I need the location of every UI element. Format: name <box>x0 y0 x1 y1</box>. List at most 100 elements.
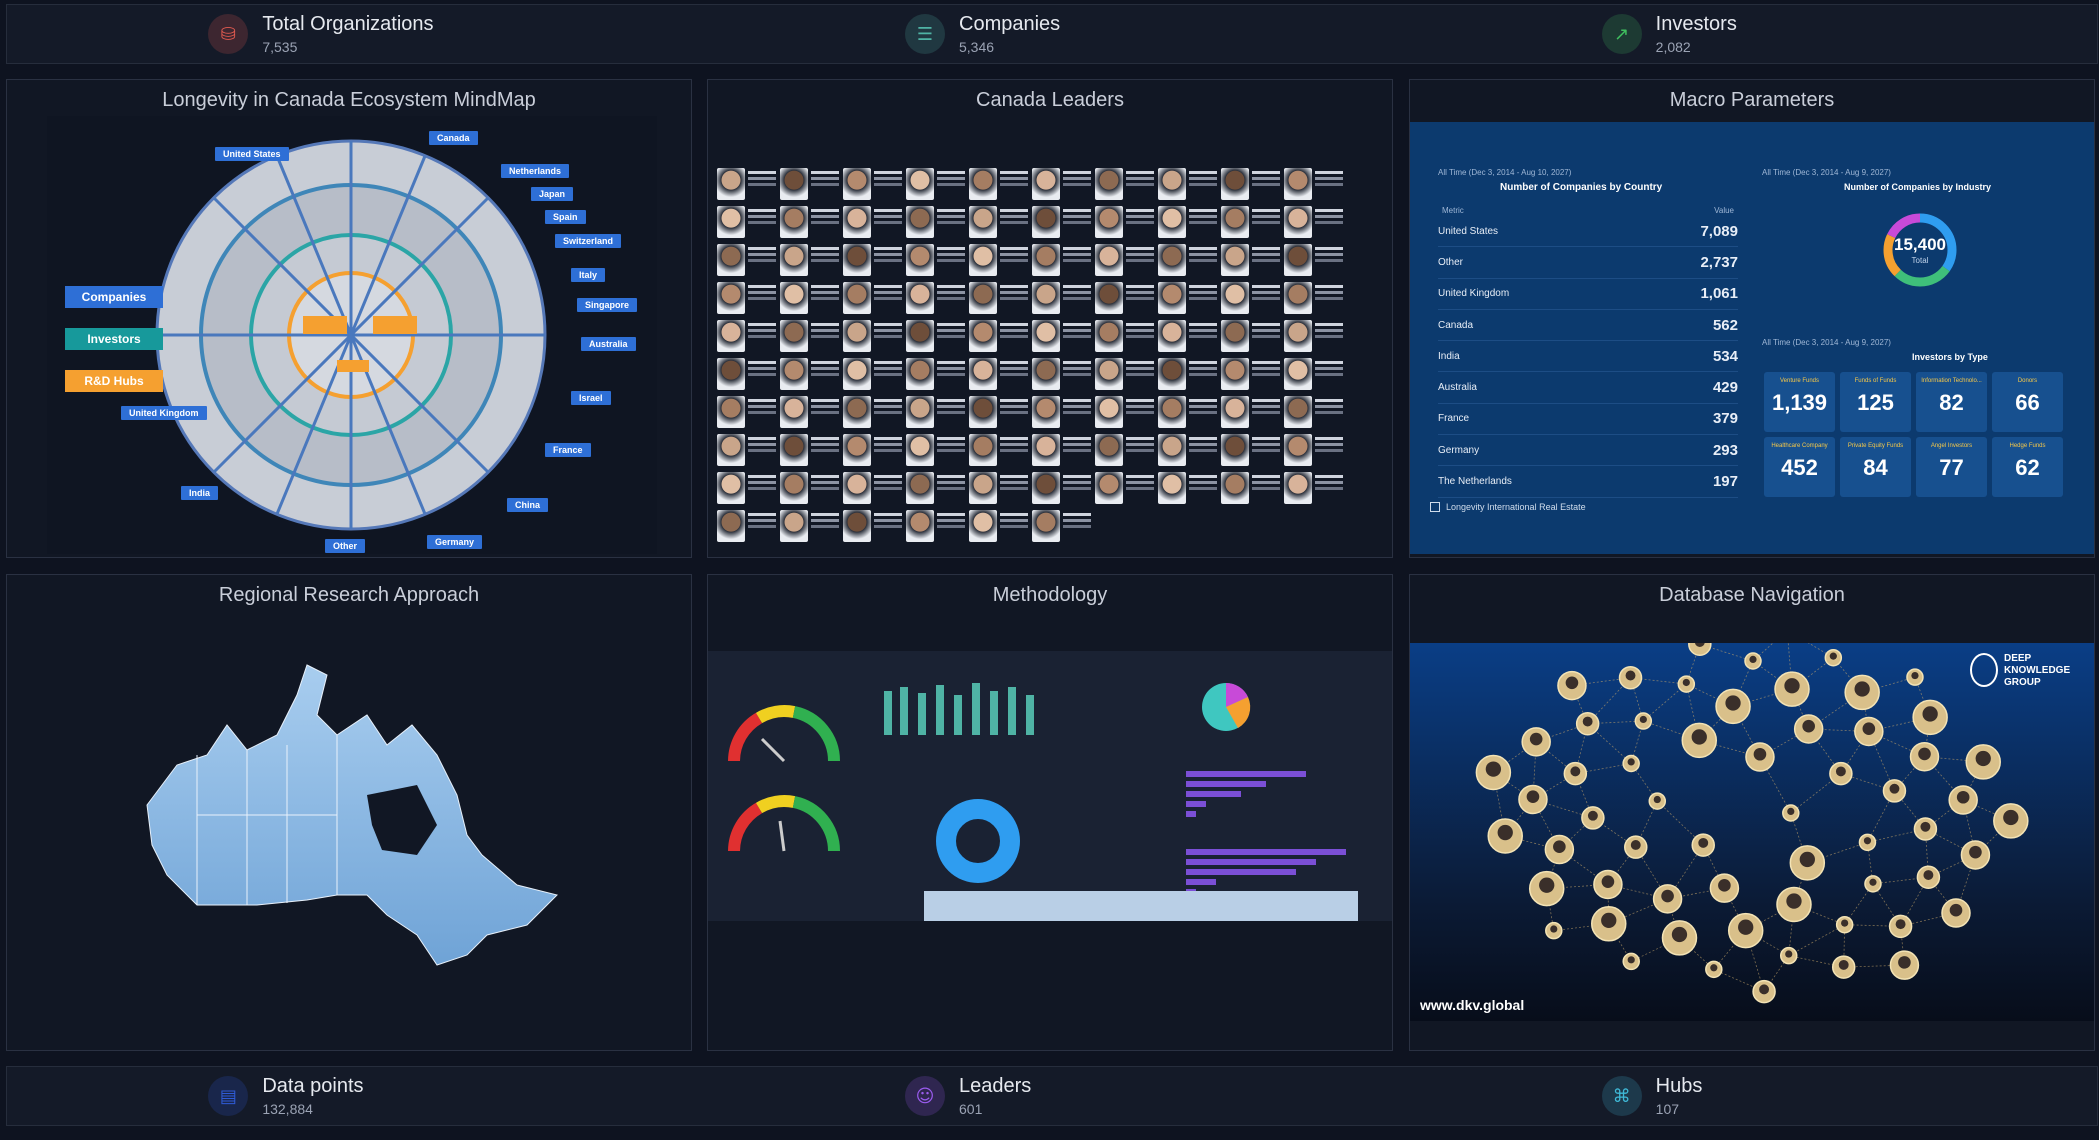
leader-card[interactable] <box>1221 320 1282 354</box>
leader-card[interactable] <box>1095 244 1156 278</box>
leader-card[interactable] <box>1158 472 1219 506</box>
leader-card[interactable] <box>780 168 841 202</box>
leaders-panel[interactable]: Canada Leaders <box>707 79 1393 558</box>
investor-tile[interactable]: Private Equity Funds 84 <box>1840 437 1911 497</box>
macro-panel[interactable]: Macro Parameters All Time (Dec 3, 2014 -… <box>1409 79 2095 558</box>
industry-donut[interactable] <box>1880 210 1960 290</box>
leader-card[interactable] <box>1284 282 1345 316</box>
macro-dashboard[interactable]: All Time (Dec 3, 2014 - Aug 10, 2027) Nu… <box>1410 122 2094 554</box>
leader-card[interactable] <box>1158 320 1219 354</box>
leader-card[interactable] <box>1221 472 1282 506</box>
network-graphic[interactable]: DEEP KNOWLEDGE GROUP www.dkv.global <box>1410 618 2094 1021</box>
leader-card[interactable] <box>843 206 904 240</box>
leader-card[interactable] <box>717 320 778 354</box>
stat-hubs[interactable]: ⌘ Hubs 107 <box>1400 1067 2097 1125</box>
leader-card[interactable] <box>1095 434 1156 468</box>
leader-card[interactable] <box>906 244 967 278</box>
leader-card[interactable] <box>717 396 778 430</box>
mindmap-country-label[interactable]: Switzerland <box>555 234 622 248</box>
leader-card[interactable] <box>969 206 1030 240</box>
leader-card[interactable] <box>1284 396 1345 430</box>
leader-card[interactable] <box>1095 472 1156 506</box>
leader-card[interactable] <box>1095 320 1156 354</box>
leader-card[interactable] <box>1221 358 1282 392</box>
leader-card[interactable] <box>1032 320 1093 354</box>
leader-card[interactable] <box>1032 282 1093 316</box>
leader-card[interactable] <box>1284 472 1345 506</box>
leader-card[interactable] <box>1158 206 1219 240</box>
leader-card[interactable] <box>843 282 904 316</box>
investor-tile[interactable]: Information Technolo... 82 <box>1916 372 1987 432</box>
leader-card[interactable] <box>1032 168 1093 202</box>
leader-card[interactable] <box>1221 434 1282 468</box>
leader-card[interactable] <box>969 434 1030 468</box>
stat-data-points[interactable]: ▤ Data points 132,884 <box>7 1067 704 1125</box>
mindmap-country-label[interactable]: Australia <box>581 337 636 351</box>
leader-card[interactable] <box>717 510 778 544</box>
methodology-dashboard[interactable] <box>708 651 1392 921</box>
investor-tile[interactable]: Venture Funds 1,139 <box>1764 372 1835 432</box>
leader-card[interactable] <box>780 472 841 506</box>
mindmap-country-label[interactable]: Italy <box>571 268 606 282</box>
leader-card[interactable] <box>780 434 841 468</box>
leader-card[interactable] <box>969 320 1030 354</box>
leader-card[interactable] <box>1032 244 1093 278</box>
stat-leaders[interactable]: ☺ Leaders 601 <box>704 1067 1401 1125</box>
canada-map[interactable] <box>137 655 577 995</box>
leader-card[interactable] <box>717 434 778 468</box>
leader-card[interactable] <box>969 358 1030 392</box>
mindmap-category-companies[interactable]: Companies <box>65 286 163 308</box>
investor-tile[interactable]: Donors 66 <box>1992 372 2063 432</box>
mindmap-country-label[interactable]: Germany <box>427 535 483 549</box>
table-row[interactable]: The Netherlands 197 <box>1438 466 1738 498</box>
leader-card[interactable] <box>1221 282 1282 316</box>
leader-card[interactable] <box>843 358 904 392</box>
leader-card[interactable] <box>969 396 1030 430</box>
leader-card[interactable] <box>906 168 967 202</box>
leader-card[interactable] <box>1284 168 1345 202</box>
mindmap-country-label[interactable]: France <box>545 443 591 457</box>
mindmap-country-label[interactable]: Spain <box>545 210 586 224</box>
leader-card[interactable] <box>969 168 1030 202</box>
table-row[interactable]: Canada 562 <box>1438 310 1738 342</box>
regional-panel[interactable]: Regional Research Approach <box>6 574 692 1051</box>
investor-tile[interactable]: Angel Investors 77 <box>1916 437 1987 497</box>
leader-card[interactable] <box>1284 320 1345 354</box>
website-url[interactable]: www.dkv.global <box>1420 997 1525 1013</box>
leader-card[interactable] <box>969 282 1030 316</box>
leader-card[interactable] <box>1284 244 1345 278</box>
table-row[interactable]: United Kingdom 1,061 <box>1438 279 1738 310</box>
mindmap-category-investors[interactable]: Investors <box>65 328 163 350</box>
country-table[interactable]: United States 7,089 Other 2,737 United Kingd… <box>1438 216 1738 498</box>
db-navigation-panel[interactable]: Database Navigation DEEP KNOWLEDGE GROUP… <box>1409 574 2095 1051</box>
leader-card[interactable] <box>1095 206 1156 240</box>
mindmap-category-rd-hubs[interactable]: R&D Hubs <box>65 370 163 392</box>
leader-card[interactable] <box>717 206 778 240</box>
table-row[interactable]: Other 2,737 <box>1438 247 1738 279</box>
leader-card[interactable] <box>780 396 841 430</box>
leader-card[interactable] <box>1032 434 1093 468</box>
investor-tile[interactable]: Hedge Funds 62 <box>1992 437 2063 497</box>
leader-card[interactable] <box>1221 168 1282 202</box>
leader-card[interactable] <box>780 282 841 316</box>
leader-card[interactable] <box>1284 358 1345 392</box>
mindmap-country-label[interactable]: United Kingdom <box>121 406 207 420</box>
leader-card[interactable] <box>969 510 1030 544</box>
methodology-panel[interactable]: Methodology <box>707 574 1393 1051</box>
leader-card[interactable] <box>717 472 778 506</box>
leader-card[interactable] <box>843 472 904 506</box>
mindmap-country-label[interactable]: Canada <box>429 131 478 145</box>
leader-card[interactable] <box>1284 434 1345 468</box>
leader-card[interactable] <box>906 472 967 506</box>
leader-card[interactable] <box>717 244 778 278</box>
mindmap-country-label[interactable]: Other <box>325 539 366 553</box>
leader-card[interactable] <box>1158 434 1219 468</box>
leader-card[interactable] <box>906 510 967 544</box>
mindmap-panel[interactable]: Longevity in Canada Ecosystem MindMap Co… <box>6 79 692 558</box>
leader-card[interactable] <box>906 396 967 430</box>
leader-card[interactable] <box>780 320 841 354</box>
table-row[interactable]: India 534 <box>1438 341 1738 373</box>
leader-card[interactable] <box>1032 472 1093 506</box>
mindmap-country-label[interactable]: China <box>507 498 549 512</box>
leader-card[interactable] <box>1221 396 1282 430</box>
